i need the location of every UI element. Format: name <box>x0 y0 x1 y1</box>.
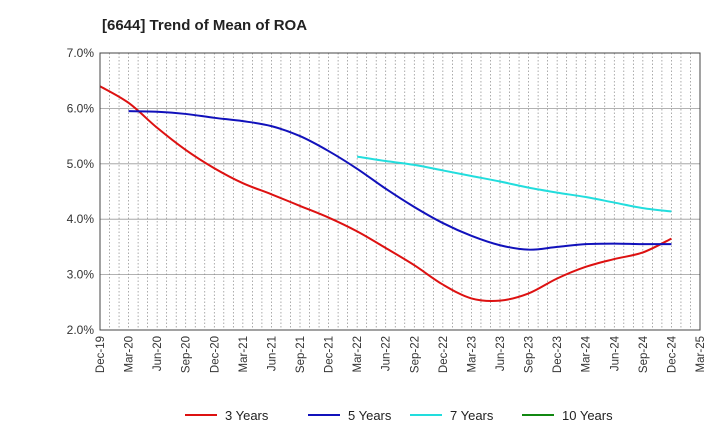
x-tick-label: Sep-22 <box>409 336 421 373</box>
x-tick-label: Mar-21 <box>238 336 250 372</box>
x-tick-label: Mar-22 <box>352 336 364 372</box>
legend-label-3: 10 Years <box>562 408 613 423</box>
x-tick-label: Sep-21 <box>295 336 307 373</box>
x-tick-label: Dec-23 <box>552 336 564 373</box>
y-tick-label: 3.0% <box>67 268 95 282</box>
x-tick-label: Mar-20 <box>124 336 136 372</box>
x-tick-label: Sep-23 <box>524 336 536 373</box>
x-tick-label: Mar-24 <box>581 335 593 372</box>
x-tick-label: Jun-20 <box>152 336 164 371</box>
y-tick-label: 5.0% <box>67 157 95 171</box>
gridlines <box>100 52 700 331</box>
y-tick-label: 7.0% <box>67 46 95 60</box>
x-axis-ticks: Dec-19 Mar-20 Jun-20 Sep-20 Dec-20 Mar-21 Jun-… <box>95 335 707 373</box>
series-line-3-years <box>99 85 672 303</box>
y-tick-label: 2.0% <box>67 323 95 337</box>
legend-label-0: 3 Years <box>225 408 269 423</box>
x-tick-label: Jun-23 <box>495 336 507 371</box>
y-axis-ticks: 2.0% 3.0% 4.0% 5.0% 6.0% 7.0% <box>67 46 95 337</box>
x-tick-label: Jun-24 <box>609 335 621 371</box>
legend: 3 Years 5 Years 7 Years 10 Years <box>185 408 613 423</box>
x-tick-label: Dec-20 <box>209 336 221 373</box>
x-tick-label: Jun-21 <box>266 336 278 371</box>
x-tick-label: Mar-25 <box>695 336 707 372</box>
y-tick-label: 4.0% <box>67 212 95 226</box>
x-tick-label: Dec-19 <box>95 336 107 373</box>
x-tick-label: Sep-20 <box>181 336 193 373</box>
x-tick-label: Sep-24 <box>638 335 650 373</box>
x-tick-label: Jun-22 <box>381 336 393 371</box>
x-tick-label: Dec-21 <box>324 336 336 373</box>
chart-title: [6644] Trend of Mean of ROA <box>102 17 307 34</box>
series-line-5-years <box>128 110 672 251</box>
y-tick-label: 6.0% <box>67 101 95 115</box>
legend-label-1: 5 Years <box>348 408 392 423</box>
x-tick-label: Dec-22 <box>438 336 450 373</box>
series-line-7-years <box>356 155 672 213</box>
x-tick-label: Mar-23 <box>466 336 478 372</box>
x-tick-label: Dec-24 <box>666 335 678 373</box>
series-lines <box>99 85 672 303</box>
legend-label-2: 7 Years <box>450 408 494 423</box>
plot-area-frame <box>99 52 701 331</box>
